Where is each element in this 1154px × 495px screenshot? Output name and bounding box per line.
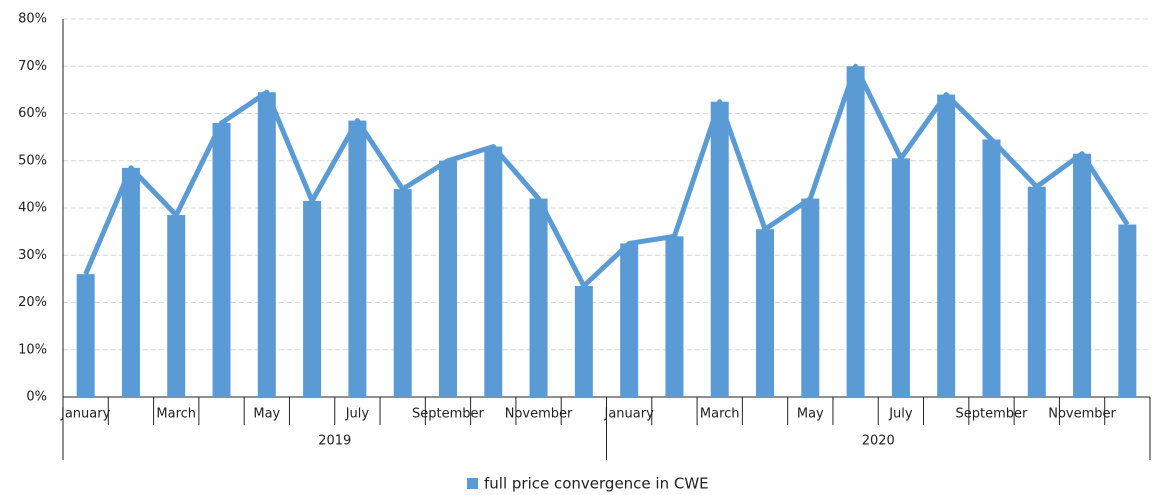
bar bbox=[574, 285, 593, 397]
x-tick-label: January bbox=[60, 407, 111, 422]
x-tick-label: July bbox=[888, 407, 913, 422]
y-tick-label: 10% bbox=[18, 342, 47, 357]
y-tick-label: 70% bbox=[18, 59, 47, 74]
bar bbox=[710, 101, 729, 397]
y-tick-label: 30% bbox=[18, 248, 47, 263]
x-tick-label: November bbox=[1048, 407, 1116, 422]
group-label: 2020 bbox=[862, 434, 895, 449]
x-tick-label: September bbox=[956, 407, 1029, 422]
bar bbox=[846, 66, 865, 397]
x-tick-label: July bbox=[345, 407, 370, 422]
bar bbox=[484, 146, 503, 397]
group-label: 2019 bbox=[318, 434, 351, 449]
y-tick-label: 80% bbox=[18, 12, 47, 27]
bar bbox=[529, 198, 548, 397]
bar bbox=[1073, 153, 1092, 397]
bar bbox=[937, 94, 956, 397]
bar bbox=[801, 198, 820, 397]
legend-label: full price convergence in CWE bbox=[484, 475, 709, 493]
y-tick-label: 20% bbox=[18, 295, 47, 310]
bar bbox=[393, 189, 412, 397]
y-tick-label: 50% bbox=[18, 153, 47, 168]
line bbox=[83, 63, 1130, 289]
x-tick-label: September bbox=[412, 407, 485, 422]
bar bbox=[348, 120, 367, 398]
x-tick-label: May bbox=[253, 407, 280, 422]
y-tick-label: 40% bbox=[18, 201, 47, 216]
bar bbox=[1027, 186, 1046, 397]
x-tick-label: January bbox=[603, 407, 654, 422]
bar bbox=[76, 274, 95, 397]
bar bbox=[982, 139, 1001, 398]
y-tick-label: 60% bbox=[18, 106, 47, 121]
bar bbox=[891, 158, 910, 397]
bar bbox=[212, 122, 231, 397]
legend-swatch bbox=[467, 478, 478, 489]
bar bbox=[756, 229, 775, 397]
bar bbox=[665, 236, 684, 397]
bar bbox=[167, 215, 186, 397]
x-tick-label: March bbox=[700, 407, 740, 422]
bar bbox=[121, 167, 140, 397]
bar bbox=[438, 160, 457, 397]
bar bbox=[620, 243, 639, 397]
bar bbox=[257, 92, 276, 398]
x-tick-label: March bbox=[156, 407, 196, 422]
x-tick-label: November bbox=[505, 407, 573, 422]
y-tick-label: 0% bbox=[26, 390, 47, 405]
x-tick-label: May bbox=[797, 407, 824, 422]
bar bbox=[1118, 224, 1137, 397]
bar bbox=[303, 200, 322, 397]
